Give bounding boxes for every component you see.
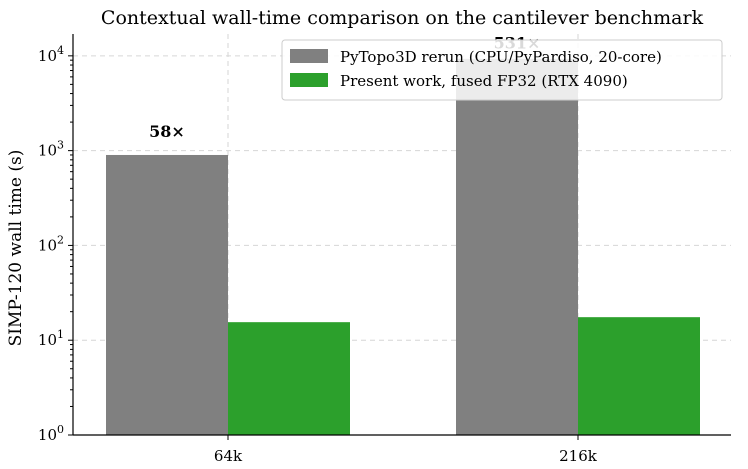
y-tick-label: 104 <box>38 44 64 65</box>
bar-2-64k <box>228 322 350 435</box>
y-axis-label: SIMP-120 wall time (s) <box>6 150 26 347</box>
bar-2-216k <box>578 317 700 435</box>
bar-1-216k <box>456 58 578 436</box>
y-tick-label: 103 <box>38 139 64 160</box>
bar-1-64k <box>106 154 228 435</box>
legend-label: PyTopo3D rerun (CPU/PyPardiso, 20-core) <box>340 48 662 66</box>
bars-layer <box>106 58 700 436</box>
speedup-annotation: 58× <box>149 122 185 141</box>
legend-frame <box>281 39 723 101</box>
legend-swatch <box>290 49 328 63</box>
legend: PyTopo3D rerun (CPU/PyPardiso, 20-core) P… <box>281 39 723 101</box>
y-tick-label: 100 <box>38 423 64 444</box>
y-tick-label: 102 <box>38 233 64 254</box>
chart-title: Contextual wall-time comparison on the c… <box>101 7 704 29</box>
x-tick-label: 216k <box>559 447 598 465</box>
legend-label: Present work, fused FP32 (RTX 4090) <box>340 72 628 90</box>
legend-swatch <box>290 73 328 87</box>
y-tick-label: 101 <box>38 328 64 349</box>
x-tick-label: 64k <box>214 447 243 465</box>
